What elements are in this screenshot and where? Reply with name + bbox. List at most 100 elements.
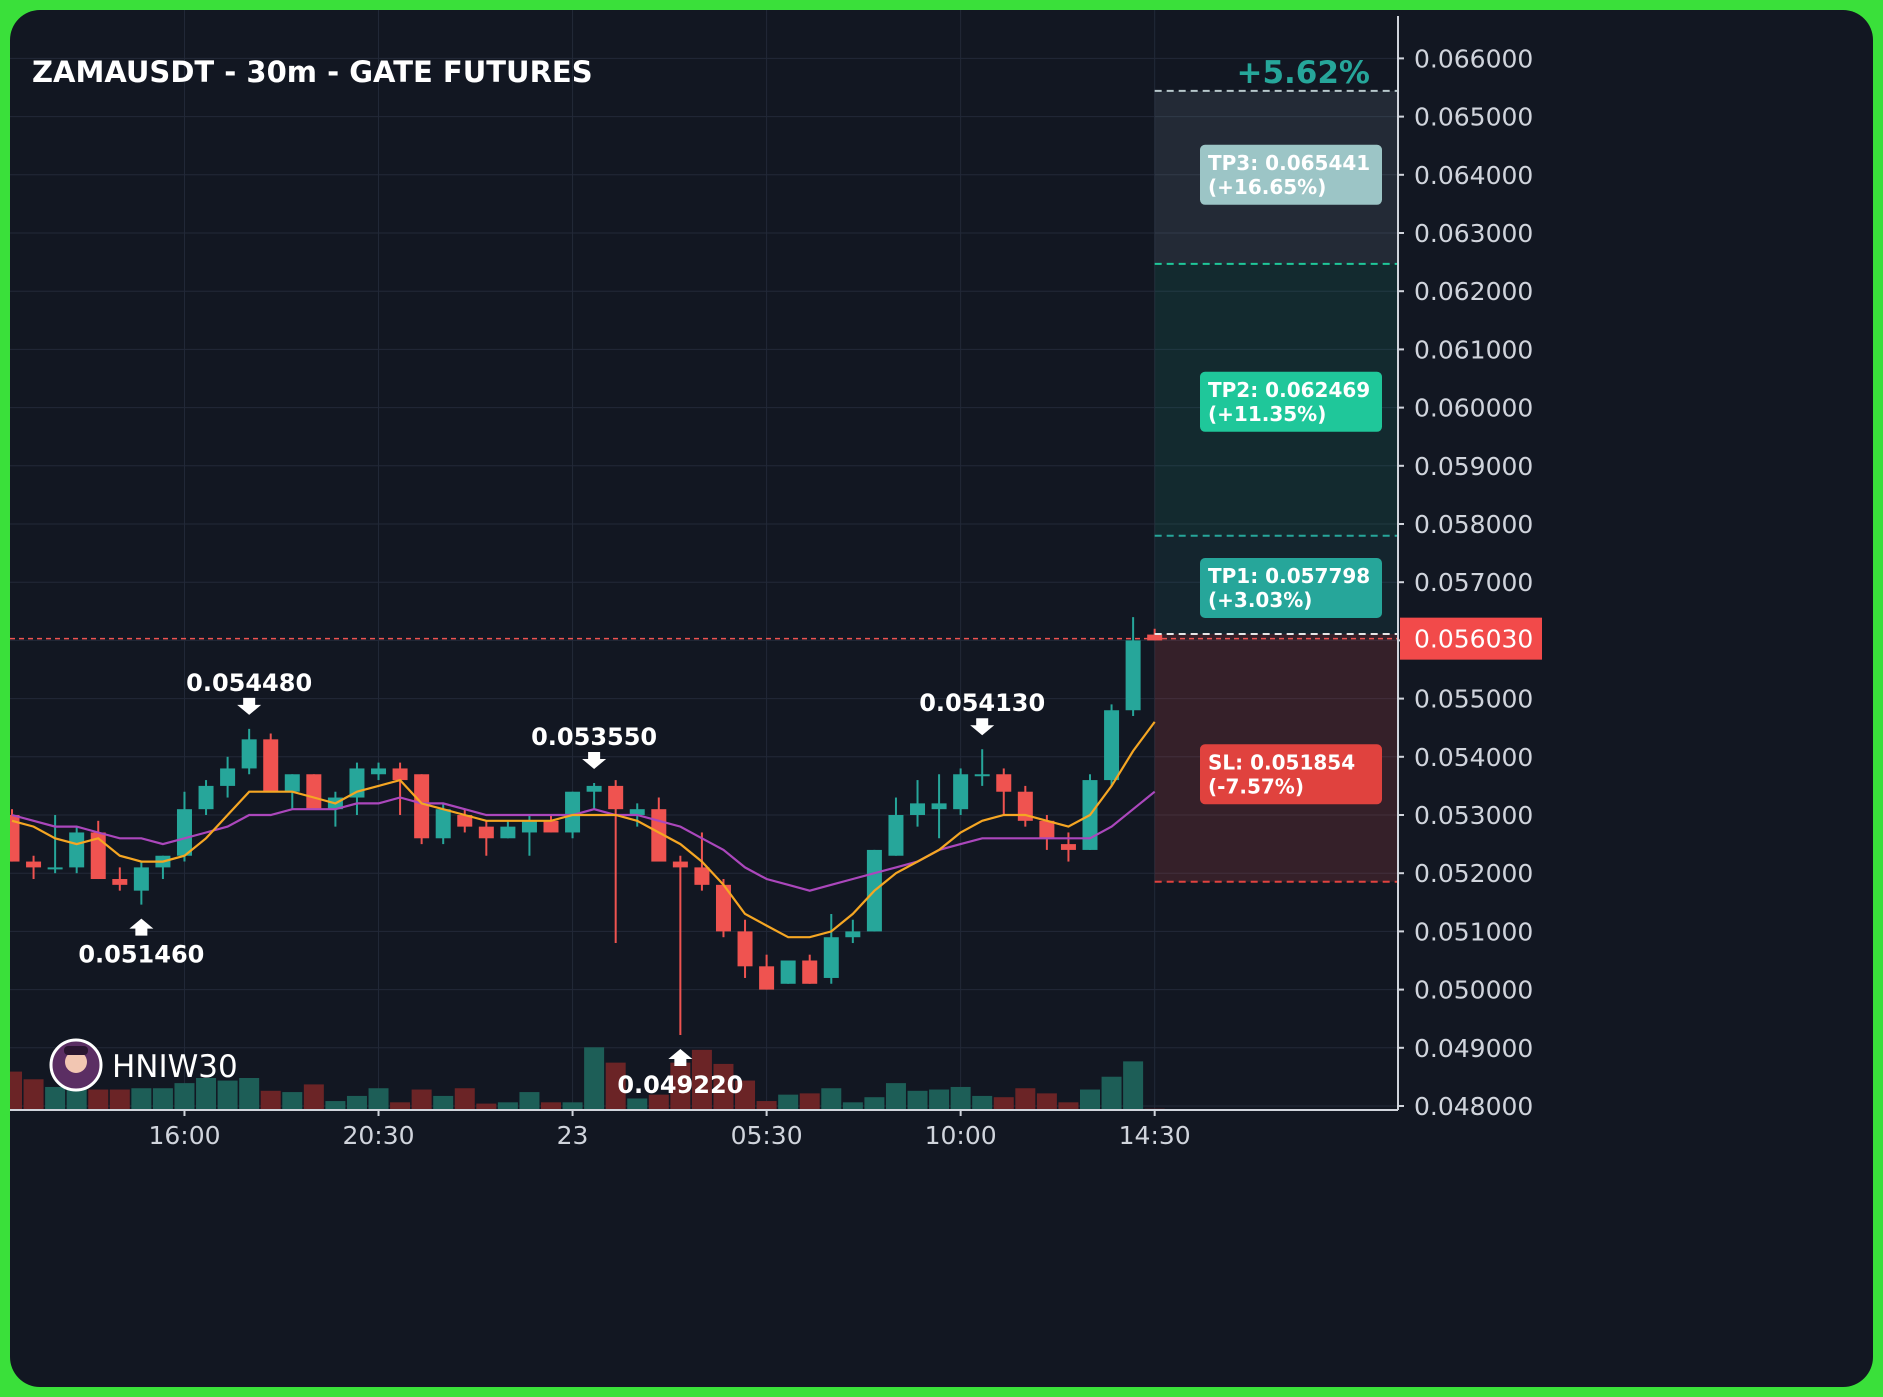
candle-body — [521, 820, 537, 833]
volume-bar — [368, 1088, 389, 1110]
candle-body — [888, 815, 904, 856]
candle-body — [478, 826, 494, 839]
tp3-label: TP3: 0.065441 — [1208, 151, 1370, 175]
candle-body — [931, 803, 947, 810]
price-annotation-label: 0.051460 — [78, 941, 204, 969]
y-tick-label: 0.048000 — [1414, 1092, 1533, 1121]
price-annotation-label: 0.053550 — [531, 723, 657, 751]
volume-bar — [196, 1078, 217, 1110]
volume-bar — [972, 1095, 993, 1110]
candle-body — [629, 809, 645, 815]
volume-bar — [519, 1092, 540, 1110]
price-chart[interactable]: 0.054480 0.051460 0.053550 0.049220 0.054130… — [10, 10, 1873, 1387]
change-label: +5.62% — [1236, 55, 1370, 91]
candle-body — [176, 809, 192, 856]
candle-body — [90, 832, 106, 880]
y-tick-label: 0.057000 — [1414, 568, 1533, 597]
y-tick-label: 0.054000 — [1414, 743, 1533, 772]
volume-bar — [1080, 1089, 1100, 1110]
candle-body — [715, 884, 731, 932]
volume-bar — [10, 1071, 22, 1110]
candle-body — [845, 931, 861, 938]
candle-body — [694, 867, 710, 885]
volume-bar — [476, 1103, 497, 1110]
y-tick-label: 0.065000 — [1414, 103, 1533, 132]
candle-body — [306, 774, 322, 810]
volume-bar — [1036, 1093, 1057, 1110]
level-lines — [10, 89, 1398, 883]
x-tick-label: 14:30 — [1119, 1121, 1191, 1150]
x-tick-label: 10:00 — [925, 1121, 997, 1150]
volume-bar — [346, 1095, 367, 1110]
price-annotation-label: 0.054130 — [919, 689, 1045, 717]
volume-bar — [950, 1086, 971, 1110]
candle-body — [953, 774, 969, 810]
candle-body — [26, 861, 42, 868]
candle-body — [47, 867, 63, 870]
candle-body — [1125, 640, 1141, 711]
candle-body — [349, 768, 365, 798]
candle-body — [996, 774, 1012, 792]
volume-bar — [670, 1062, 691, 1110]
candle-body — [414, 774, 430, 839]
tp3-badge — [1200, 144, 1382, 205]
avatar-face — [65, 1051, 87, 1073]
watermark-name: HNIW30 — [112, 1049, 238, 1085]
y-tick-label: 0.059000 — [1414, 452, 1533, 481]
volume-bar — [821, 1088, 842, 1110]
y-tick-label: 0.060000 — [1414, 394, 1533, 423]
candle-body — [1017, 791, 1033, 821]
y-tick-label: 0.061000 — [1414, 335, 1533, 364]
candle-body — [1039, 820, 1055, 839]
x-tick-label: 23 — [557, 1121, 589, 1150]
tp1-label: TP1: 0.057798 — [1208, 564, 1370, 588]
volume-bar — [799, 1093, 820, 1110]
candle-body — [1060, 844, 1076, 850]
volume-bar — [885, 1083, 906, 1110]
volume-bar — [152, 1088, 173, 1110]
volume-bar — [131, 1088, 152, 1110]
ema-slow-line — [11, 790, 1156, 892]
volume-bar — [929, 1089, 950, 1110]
candle-body — [241, 739, 257, 769]
chart-frame: 0.054480 0.051460 0.053550 0.049220 0.054130… — [10, 10, 1873, 1387]
tp1-badge — [1200, 558, 1382, 619]
candle-body — [10, 815, 20, 862]
axes: 0.066000 0.065000 0.064000 0.063000 0.062000… — [10, 16, 1533, 1150]
volume-bar — [88, 1089, 109, 1110]
volume-bar — [325, 1101, 346, 1110]
volume-bar — [1058, 1102, 1079, 1110]
price-annotation-label: 0.054480 — [186, 669, 312, 697]
volume-bar — [174, 1083, 195, 1110]
candle-body — [69, 832, 85, 868]
y-tick-label: 0.066000 — [1414, 44, 1533, 73]
candle-body — [500, 826, 516, 839]
candle-body — [737, 931, 753, 967]
sl-label: SL: 0.051854 — [1208, 750, 1355, 774]
arrow-down-icon — [237, 697, 262, 715]
volume-bar — [1101, 1076, 1122, 1110]
y-tick-label: 0.052000 — [1414, 859, 1533, 888]
watermark: HNIW30 — [49, 1038, 238, 1092]
volume-bar — [584, 1047, 605, 1110]
volume-bar — [756, 1101, 777, 1110]
volume-bar — [390, 1102, 411, 1110]
candle-body — [263, 739, 279, 792]
volume-bar — [842, 1102, 863, 1110]
y-tick-label: 0.050000 — [1414, 976, 1533, 1005]
moving-averages — [11, 721, 1156, 939]
candle-body — [672, 861, 688, 868]
candle-body — [910, 803, 926, 815]
current-price-label: 0.056030 — [1414, 625, 1533, 654]
chart-title: ZAMAUSDT - 30m - GATE FUTURES — [32, 55, 593, 89]
candle-body — [198, 785, 214, 810]
x-tick-label: 16:00 — [148, 1121, 220, 1150]
candle-body — [284, 774, 300, 792]
price-annotations: 0.054480 0.051460 0.053550 0.049220 0.054130 — [78, 669, 1045, 1099]
volume-bar — [45, 1086, 66, 1110]
candle-body — [133, 867, 149, 891]
volume-bar — [864, 1097, 885, 1110]
sl-pct: (-7.57%) — [1208, 774, 1304, 798]
candle-body — [112, 879, 128, 885]
volume-bar — [217, 1080, 238, 1110]
